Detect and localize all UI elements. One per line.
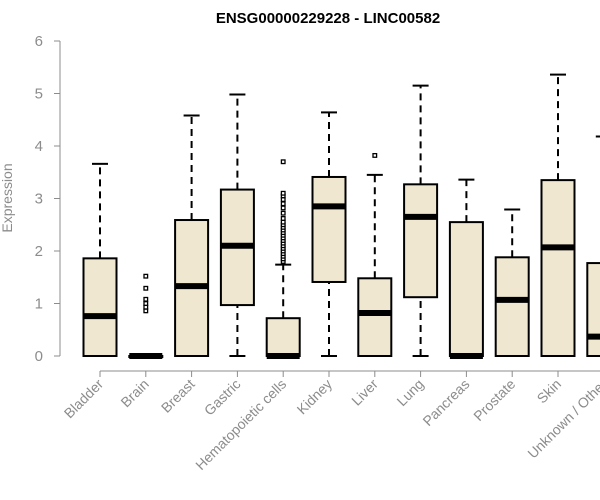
outlier-point xyxy=(280,201,286,207)
x-tick-label: Bladder xyxy=(61,376,107,422)
outlier-point xyxy=(143,296,149,302)
box-body xyxy=(311,175,347,283)
box-body xyxy=(403,183,439,299)
box-body xyxy=(82,257,118,358)
box-bladder xyxy=(82,162,118,358)
y-tick-label: 1 xyxy=(35,296,43,313)
box-prostate xyxy=(494,208,530,357)
box-lung xyxy=(403,84,439,357)
box-group xyxy=(82,73,600,359)
box-gastric xyxy=(219,93,255,357)
y-tick-label: 3 xyxy=(35,191,43,208)
x-tick-label: Breast xyxy=(158,376,198,416)
box-skin xyxy=(540,73,576,357)
y-tick-label: 2 xyxy=(35,243,43,260)
box-body xyxy=(494,256,530,357)
x-tick-label: Gastric xyxy=(201,376,244,419)
outlier-point xyxy=(280,190,286,196)
chart-title: ENSG00000229228 - LINC00582 xyxy=(216,10,440,27)
box-body xyxy=(265,317,301,358)
y-axis: 0 1 2 3 4 5 6 xyxy=(35,33,61,365)
box-pancreas xyxy=(448,178,484,359)
outlier-point xyxy=(143,285,149,291)
y-tick-label: 4 xyxy=(35,138,43,155)
box-body xyxy=(586,262,600,358)
box-brain xyxy=(128,273,164,359)
box-hematopoietic-cells xyxy=(265,159,301,359)
x-tick-label: Pancreas xyxy=(419,376,472,429)
box-body xyxy=(540,179,576,357)
x-tick-label: Brain xyxy=(117,376,151,410)
outlier-point xyxy=(280,215,286,221)
outlier-point xyxy=(143,301,149,306)
x-tick-label: Hematopoietic cells xyxy=(192,376,289,473)
y-tick-label: 0 xyxy=(35,348,43,365)
y-tick-label: 5 xyxy=(35,86,43,103)
y-axis-label: Expression xyxy=(0,163,15,232)
outlier-point xyxy=(372,152,378,158)
box-body xyxy=(357,277,393,357)
x-tick-label: Liver xyxy=(348,376,381,409)
outlier-point xyxy=(280,210,286,216)
x-tick-label: Kidney xyxy=(294,376,336,418)
x-tick-label: Prostate xyxy=(470,376,518,424)
box-breast xyxy=(174,114,210,357)
box-liver xyxy=(357,152,393,357)
box-kidney xyxy=(311,111,347,357)
box-unknown-other xyxy=(586,135,600,358)
outlier-point xyxy=(280,159,286,165)
outlier-point xyxy=(280,205,286,211)
x-tick-label: Skin xyxy=(534,376,565,407)
y-tick-label: 6 xyxy=(35,33,43,50)
x-tick-label: Lung xyxy=(393,376,426,409)
outlier-point xyxy=(143,273,149,279)
box-body xyxy=(448,221,484,357)
